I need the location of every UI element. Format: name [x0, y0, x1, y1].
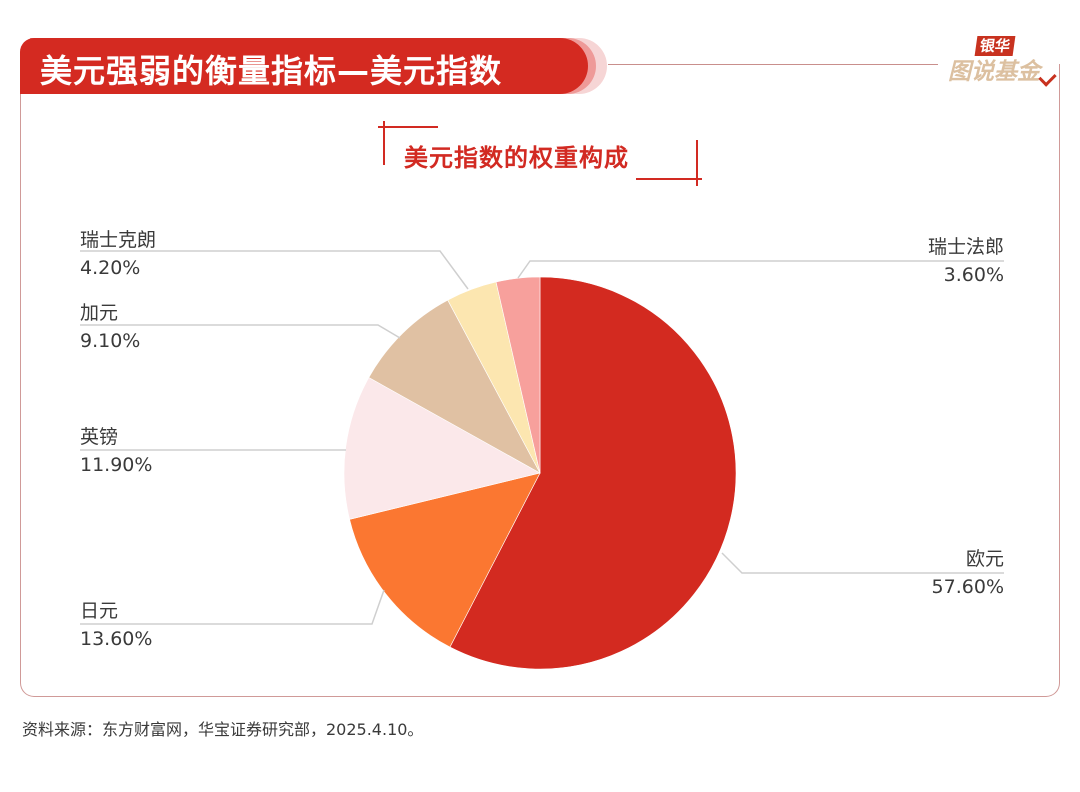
label-gbp-name: 英镑: [80, 426, 119, 448]
label-jpy-name: 日元: [80, 600, 119, 622]
label-jpy-pct: 13.60%: [80, 628, 153, 650]
pie-slice: [368, 299, 541, 474]
page-title: 美元强弱的衡量指标—美元指数: [40, 52, 503, 90]
leader-lines: [80, 250, 1004, 625]
source-note: 资料来源：东方财富网，华宝证券研究部，2025.4.10。: [22, 720, 424, 739]
pie-slice: [495, 276, 541, 474]
leader-line-jpy: [80, 589, 385, 625]
brand-logo: 银华 图说基金: [948, 36, 1058, 94]
leader-line-chf: [517, 260, 1004, 279]
bracket-line: [383, 121, 385, 165]
pie-slice: [349, 472, 541, 648]
label-eur-name: 欧元: [965, 548, 1004, 570]
leader-line-swiss-krona: [80, 250, 469, 290]
pie-slices: [343, 276, 737, 670]
logo-bottom-text: 图说基金: [948, 59, 1040, 85]
bracket-line: [378, 126, 438, 128]
bracket-line: [696, 140, 698, 186]
leader-line-eur: [721, 552, 1004, 574]
label-cad-name: 加元: [80, 302, 119, 324]
header-divider: [608, 64, 938, 65]
leader-line-cad: [80, 324, 401, 339]
chart-frame: [20, 64, 1060, 697]
pie-slice: [449, 276, 737, 670]
label-gbp-pct: 11.90%: [80, 454, 153, 476]
pie-slice: [343, 377, 541, 520]
chart-title: 美元指数的权重构成: [404, 144, 629, 172]
label-eur-pct: 57.60%: [931, 576, 1004, 598]
label-swiss-krona-pct: 4.20%: [80, 257, 141, 279]
title-banner: [20, 38, 588, 94]
label-chf-name: 瑞士法郎: [927, 236, 1004, 258]
label-chf-pct: 3.60%: [943, 264, 1004, 286]
label-swiss-krona-name: 瑞士克朗: [80, 229, 157, 251]
bracket-line: [636, 178, 702, 180]
label-cad-pct: 9.10%: [80, 330, 141, 352]
